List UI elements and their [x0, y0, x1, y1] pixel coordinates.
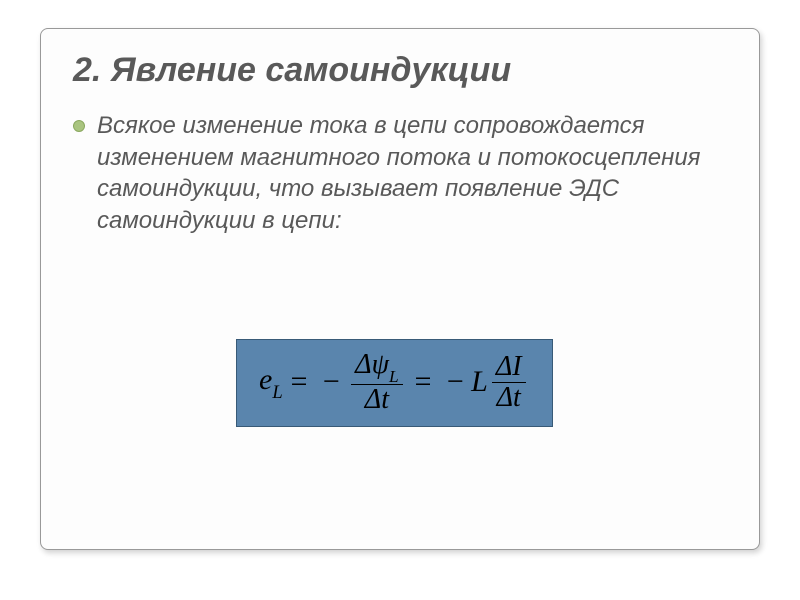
frac-2: ΔI Δt	[492, 352, 526, 412]
eq-2: =	[413, 365, 433, 399]
delta-3: Δ	[496, 351, 512, 382]
formula-box: eL = − ΔψL Δt = − L ΔI Δt	[236, 339, 553, 427]
eq-1: =	[289, 365, 309, 399]
formula-lhs: eL	[259, 363, 283, 402]
sub-L1: L	[272, 382, 282, 403]
frac2-num: ΔI	[492, 352, 526, 382]
t-2: t	[513, 382, 521, 413]
t-1: t	[381, 384, 389, 415]
delta-2: Δ	[365, 384, 381, 415]
coef-L: L	[471, 365, 488, 399]
minus-2: −	[445, 365, 465, 399]
sub-L2: L	[389, 367, 399, 386]
bullet-icon	[73, 120, 85, 132]
delta-4: Δ	[497, 382, 513, 413]
I: I	[512, 351, 521, 382]
slide-body: Всякое изменение тока в цепи сопровождае…	[73, 110, 727, 237]
delta-1: Δ	[355, 349, 371, 380]
slide-paragraph: Всякое изменение тока в цепи сопровождае…	[97, 110, 727, 237]
minus-1: −	[321, 365, 341, 399]
slide-title: 2. Явление самоиндукции	[73, 51, 727, 90]
sym-e: e	[259, 363, 272, 396]
slide-frame: 2. Явление самоиндукции Всякое изменение…	[40, 28, 760, 550]
frac-1: ΔψL Δt	[351, 350, 402, 414]
frac2-den: Δt	[493, 383, 525, 412]
frac1-num: ΔψL	[351, 350, 402, 385]
frac1-den: Δt	[361, 385, 393, 414]
psi: ψ	[372, 349, 389, 380]
